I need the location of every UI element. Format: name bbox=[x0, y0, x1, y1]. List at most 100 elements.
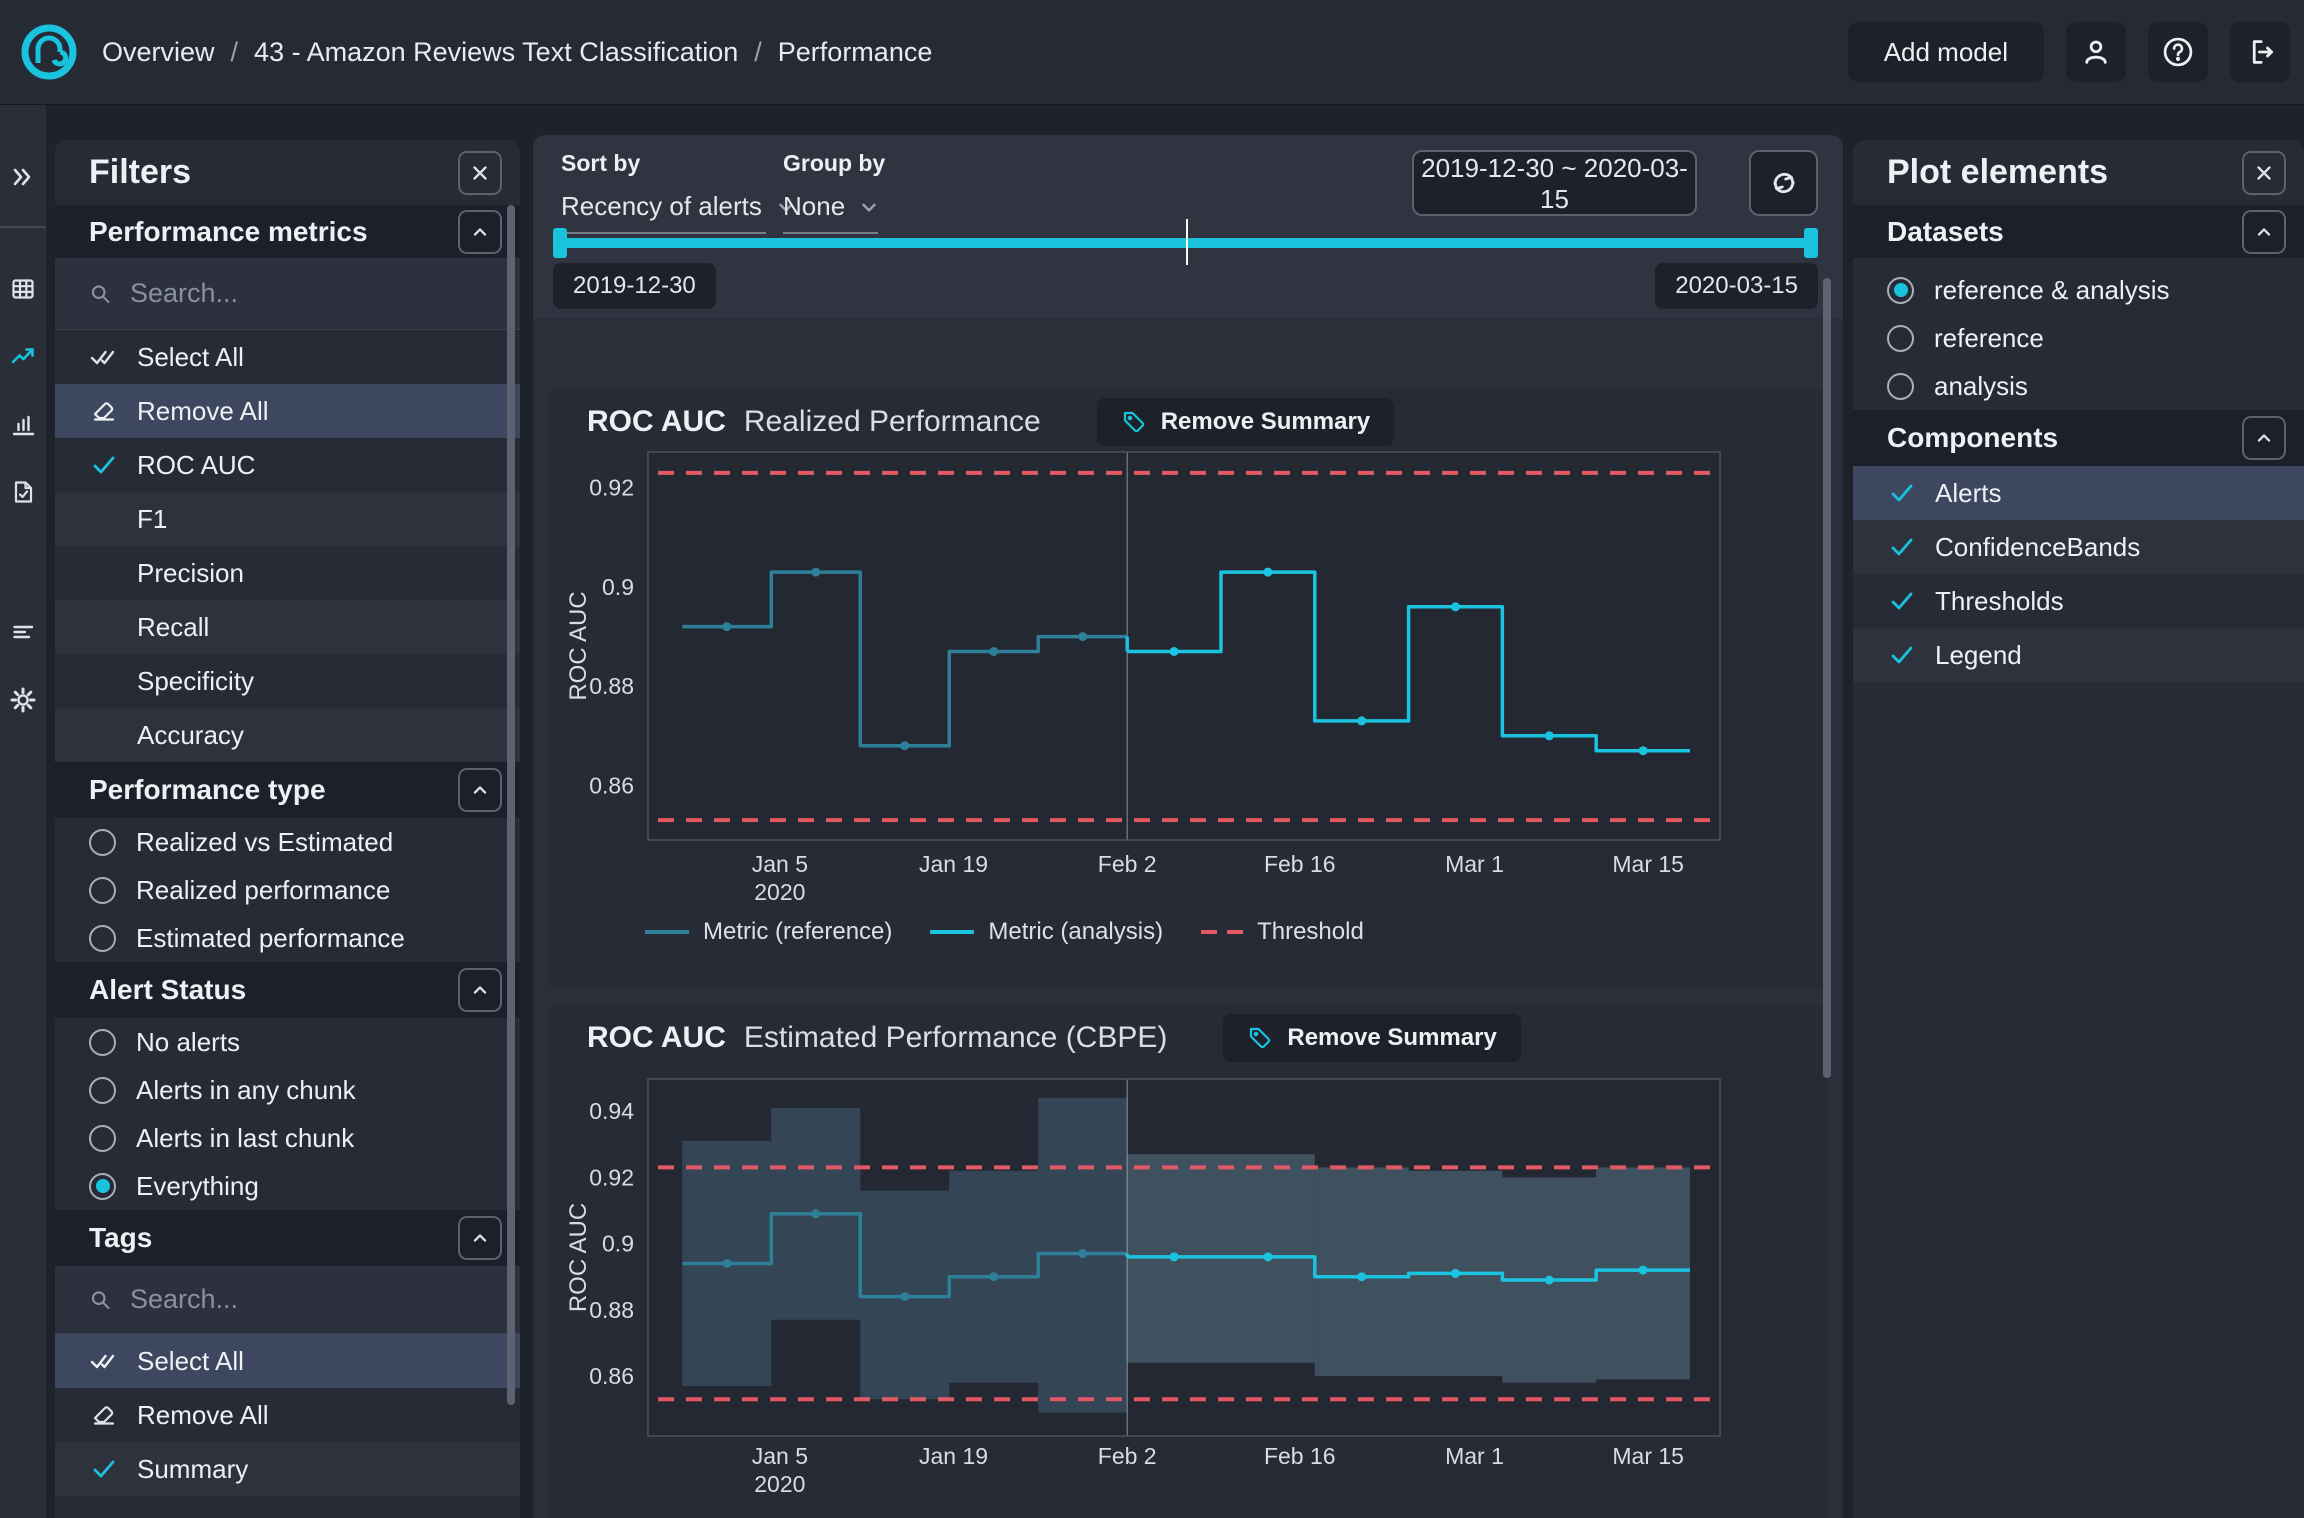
section-components: Components bbox=[1853, 410, 2304, 466]
legend-label: Threshold bbox=[1257, 918, 1364, 945]
section-performance-metrics: Performance metrics bbox=[55, 205, 520, 258]
dataset-option-reference[interactable]: reference bbox=[1853, 314, 2304, 362]
chart-metric-title: ROC AUC bbox=[587, 1021, 726, 1054]
filters-scrollbar[interactable] bbox=[507, 205, 515, 1405]
metrics-search-input[interactable] bbox=[128, 277, 486, 310]
metric-item-precision[interactable]: Precision bbox=[55, 546, 520, 600]
svg-text:0.92: 0.92 bbox=[589, 475, 634, 501]
legend-label: Metric (analysis) bbox=[988, 918, 1164, 945]
tags-search-input[interactable] bbox=[128, 1283, 486, 1316]
alert-status-option-no-alerts[interactable]: No alerts bbox=[55, 1018, 520, 1066]
row-label: ROC AUC bbox=[137, 449, 256, 480]
collapse-tags-button[interactable] bbox=[458, 1216, 502, 1260]
remove-summary-button[interactable]: Remove Summary bbox=[1223, 1014, 1521, 1062]
refresh-button[interactable] bbox=[1749, 150, 1818, 216]
double-check-icon bbox=[90, 1354, 115, 1369]
section-performance-type: Performance type bbox=[55, 762, 520, 818]
section-tags: Tags bbox=[55, 1210, 520, 1266]
group-by-select[interactable]: None bbox=[783, 191, 885, 222]
collapse-components-button[interactable] bbox=[2242, 416, 2286, 460]
svg-text:Jan 5: Jan 5 bbox=[752, 1443, 808, 1469]
metric-item-f1[interactable]: F1 bbox=[55, 492, 520, 546]
settings-gear-icon[interactable] bbox=[10, 687, 36, 713]
row-label: Realized performance bbox=[136, 874, 391, 905]
radio-icon bbox=[89, 828, 116, 856]
bar-chart-icon[interactable] bbox=[10, 412, 36, 438]
component-item-legend[interactable]: Legend bbox=[1853, 628, 2304, 682]
alert-status-option-any-chunk[interactable]: Alerts in any chunk bbox=[55, 1066, 520, 1114]
filters-close-button[interactable] bbox=[458, 150, 502, 195]
row-label: Alerts bbox=[1935, 477, 2002, 508]
row-label: Thresholds bbox=[1935, 585, 2064, 616]
logs-list-icon[interactable] bbox=[10, 619, 36, 645]
radio-selected-icon bbox=[89, 1172, 116, 1200]
metric-item-specificity[interactable]: Specificity bbox=[55, 654, 520, 708]
radio-icon bbox=[89, 924, 116, 952]
radio-icon bbox=[1887, 324, 1914, 352]
main-content: Sort by Recency of alerts Group by None … bbox=[533, 135, 1843, 1518]
breadcrumb-item-model[interactable]: 43 - Amazon Reviews Text Classification bbox=[254, 36, 739, 67]
metric-item-roc-auc[interactable]: ROC AUC bbox=[55, 438, 520, 492]
logout-button[interactable] bbox=[2230, 22, 2290, 82]
dataset-option-reference-and-analysis[interactable]: reference & analysis bbox=[1853, 266, 2304, 314]
svg-text:0.9: 0.9 bbox=[602, 1231, 634, 1257]
report-document-icon[interactable] bbox=[10, 479, 36, 505]
main-scrollbar[interactable] bbox=[1823, 278, 1831, 1078]
alert-status-option-last-chunk[interactable]: Alerts in last chunk bbox=[55, 1114, 520, 1162]
component-item-confidence-bands[interactable]: ConfidenceBands bbox=[1853, 520, 2304, 574]
user-icon bbox=[2085, 40, 2107, 64]
group-by-value: None bbox=[783, 191, 846, 221]
chevron-down-icon bbox=[779, 203, 793, 212]
logout-icon bbox=[2252, 40, 2273, 64]
metric-item-recall[interactable]: Recall bbox=[55, 600, 520, 654]
breadcrumb-item-overview[interactable]: Overview bbox=[102, 36, 215, 67]
perf-type-option-realized[interactable]: Realized performance bbox=[55, 866, 520, 914]
component-item-alerts[interactable]: Alerts bbox=[1853, 466, 2304, 520]
metrics-select-all[interactable]: Select All bbox=[55, 330, 520, 384]
slider-handle-end[interactable] bbox=[1804, 228, 1818, 258]
add-model-button[interactable]: Add model bbox=[1847, 22, 2044, 82]
collapse-datasets-button[interactable] bbox=[2242, 209, 2286, 254]
perf-type-option-estimated[interactable]: Estimated performance bbox=[55, 914, 520, 962]
help-button[interactable] bbox=[2148, 22, 2208, 82]
expand-sidebar-icon[interactable] bbox=[10, 164, 36, 190]
section-title: Alert Status bbox=[89, 974, 247, 1005]
svg-text:ROC AUC: ROC AUC bbox=[565, 1203, 592, 1312]
table-view-icon[interactable] bbox=[10, 276, 36, 302]
dataset-option-analysis[interactable]: analysis bbox=[1853, 362, 2304, 410]
toolbar: Sort by Recency of alerts Group by None … bbox=[533, 135, 1843, 318]
svg-text:0.86: 0.86 bbox=[589, 1363, 634, 1389]
user-account-button[interactable] bbox=[2066, 22, 2126, 82]
breadcrumb: Overview / 43 - Amazon Reviews Text Clas… bbox=[102, 37, 932, 68]
date-range-button[interactable]: 2019-12-30 ~ 2020-03-15 bbox=[1412, 150, 1697, 216]
tags-remove-all[interactable]: Remove All bbox=[55, 1388, 520, 1442]
realized-performance-card: ROC AUC Realized Performance Remove Summ… bbox=[547, 390, 1829, 988]
collapse-performance-metrics-button[interactable] bbox=[458, 209, 502, 254]
remove-summary-label: Remove Summary bbox=[1160, 408, 1371, 435]
component-item-thresholds[interactable]: Thresholds bbox=[1853, 574, 2304, 628]
slider-handle-start[interactable] bbox=[553, 228, 567, 258]
radio-icon bbox=[89, 876, 116, 904]
slider-cursor[interactable] bbox=[1185, 219, 1188, 265]
collapse-alert-status-button[interactable] bbox=[458, 968, 502, 1012]
chevron-up-icon bbox=[473, 227, 487, 236]
remove-summary-button[interactable]: Remove Summary bbox=[1096, 398, 1395, 446]
performance-trend-icon[interactable] bbox=[10, 344, 36, 370]
metric-item-accuracy[interactable]: Accuracy bbox=[55, 708, 520, 762]
estimated-performance-chart: 0.86 0.88 0.9 0.92 0.94 ROC AUC Jan 5 Jan 19 Feb… bbox=[565, 1078, 1721, 1497]
legend-item-analysis: Metric (analysis) bbox=[930, 918, 1163, 946]
alert-status-option-everything[interactable]: Everything bbox=[55, 1162, 520, 1210]
nannyml-logo-icon[interactable] bbox=[20, 23, 78, 81]
tag-item-summary[interactable]: Summary bbox=[55, 1442, 520, 1496]
svg-text:0.88: 0.88 bbox=[589, 1297, 634, 1323]
svg-text:Jan 19: Jan 19 bbox=[919, 851, 988, 877]
metrics-remove-all[interactable]: Remove All bbox=[55, 384, 520, 438]
dropdown-underline bbox=[783, 232, 878, 234]
plot-elements-close-button[interactable] bbox=[2242, 150, 2286, 195]
tags-select-all[interactable]: Select All bbox=[55, 1334, 520, 1388]
svg-text:Jan 5: Jan 5 bbox=[752, 851, 808, 877]
collapse-performance-type-button[interactable] bbox=[458, 768, 502, 812]
perf-type-option-realized-vs-estimated[interactable]: Realized vs Estimated bbox=[55, 818, 520, 866]
date-range-slider[interactable] bbox=[553, 219, 1818, 265]
sort-by-select[interactable]: Recency of alerts bbox=[561, 191, 796, 222]
